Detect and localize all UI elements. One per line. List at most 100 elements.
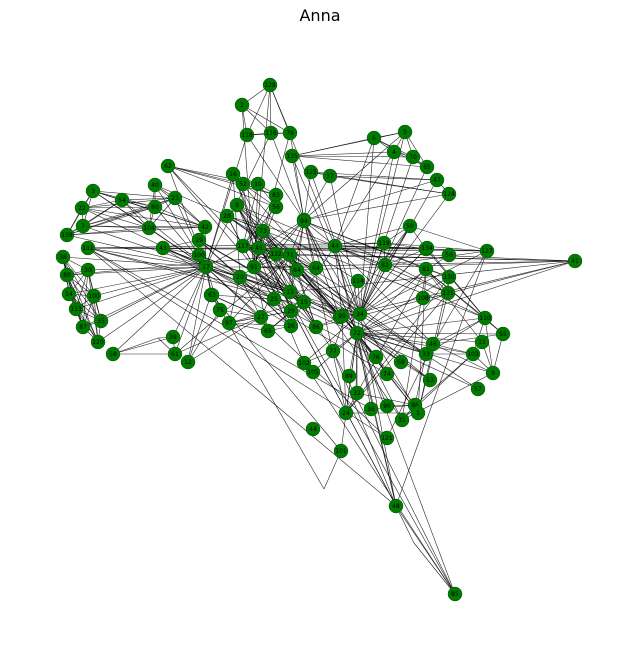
edge-112-64 [303, 219, 317, 269]
edge-80-42 [154, 206, 206, 228]
node-label: 78 [286, 130, 294, 137]
edge-40-42 [154, 184, 206, 228]
node-label: 121 [381, 435, 393, 442]
node-124: 124 [441, 186, 457, 202]
node-35: 35 [93, 313, 109, 329]
node-label: 105 [307, 369, 319, 376]
edge-30-120 [87, 269, 99, 343]
node-label: 13 [286, 289, 294, 296]
edge-117-33 [242, 245, 427, 355]
node-label: 104 [143, 225, 155, 232]
edge-44-99 [334, 245, 343, 317]
edge-27-61 [174, 316, 262, 355]
edge-128-78 [269, 84, 291, 134]
node-30: 30 [80, 262, 96, 278]
edge-54-42 [121, 199, 206, 228]
edge-41b-55 [425, 269, 504, 335]
edge-88-87 [66, 274, 84, 328]
node-label: 125 [305, 169, 317, 176]
node-label: 56 [272, 204, 280, 211]
node-label: 89 [345, 373, 353, 380]
node-111: 111 [80, 240, 96, 256]
node-label: 58 [109, 351, 117, 358]
node-label: 25 [270, 296, 278, 303]
edge-37-47 [329, 175, 438, 181]
node-label: 17 [202, 264, 210, 271]
node-label: 81 [422, 266, 430, 273]
node-13: 13 [282, 284, 298, 300]
edge-72-11 [356, 332, 483, 343]
edge-44-131 [334, 245, 449, 294]
edge-58-39 [112, 336, 174, 355]
node-71: 71 [282, 247, 298, 263]
node-23: 23 [167, 190, 183, 206]
node-label: 135 [286, 153, 298, 160]
node-43: 43 [155, 240, 171, 256]
edge-3-23 [92, 190, 176, 199]
edge-17-58 [112, 266, 207, 355]
edge-44-4 [334, 151, 395, 247]
node-53: 53 [422, 372, 438, 388]
node-139: 139 [59, 227, 75, 243]
node-label: 120 [92, 339, 104, 346]
edge-17-139 [66, 234, 207, 268]
node-label: 65 [264, 328, 272, 335]
node-25: 25 [266, 291, 282, 307]
node-label: 139 [61, 232, 73, 239]
node-125: 125 [303, 164, 319, 180]
node-57: 57 [470, 381, 486, 397]
node-label: 26 [287, 323, 295, 330]
node-label: 82 [381, 262, 389, 269]
node-73: 73 [255, 223, 271, 239]
edge-27-107 [210, 294, 262, 318]
node-104: 104 [141, 220, 157, 236]
edge-21-127 [425, 248, 488, 252]
node-label: 55 [499, 331, 507, 338]
node-6: 6 [366, 130, 382, 146]
edge-5-135 [291, 131, 406, 157]
node-1: 1 [410, 405, 426, 421]
edge-56-62 [167, 165, 277, 208]
edge-112-5 [303, 131, 406, 221]
edge-layer [62, 84, 576, 595]
node-14: 14 [61, 286, 77, 302]
edge-112-124 [303, 193, 450, 221]
edge-42-139 [66, 226, 206, 236]
node-label: 86 [312, 324, 320, 331]
edge-30-87 [82, 269, 89, 328]
edge-72-110 [356, 317, 486, 334]
edge-12-75 [187, 309, 221, 363]
node-120: 120 [90, 334, 106, 350]
node-96: 96 [379, 398, 395, 414]
node-85: 85 [447, 586, 463, 602]
edge-112-47 [303, 179, 438, 221]
node-65: 65 [419, 159, 435, 175]
node-134: 134 [419, 240, 435, 256]
node-2: 2 [234, 97, 250, 113]
edge-44-119 [334, 242, 385, 247]
edge-14-120 [68, 293, 99, 343]
node-33: 33 [418, 346, 434, 362]
node-10: 10 [250, 176, 266, 192]
node-label: 94 [300, 218, 308, 225]
edge-132-106 [275, 253, 341, 318]
node-55: 55 [495, 326, 511, 342]
node-label: 24 [342, 410, 350, 417]
node-label: 88 [63, 272, 71, 279]
node-48: 48 [388, 498, 404, 514]
edge-41-132 [275, 253, 576, 262]
node-63: 63 [204, 287, 220, 303]
edge-72-103 [356, 332, 474, 355]
edge-128-118 [246, 84, 271, 136]
node-74: 74 [379, 366, 395, 382]
edge-72-85 [356, 332, 456, 595]
node-17: 17 [198, 259, 214, 275]
edge-44-128 [269, 84, 336, 247]
node-label: 14 [65, 291, 73, 298]
edge-17-22 [81, 207, 207, 268]
edge-22-104 [81, 207, 150, 229]
node-42: 42 [197, 219, 213, 235]
node-label: 102 [298, 360, 310, 367]
node-label: 87 [79, 324, 87, 331]
